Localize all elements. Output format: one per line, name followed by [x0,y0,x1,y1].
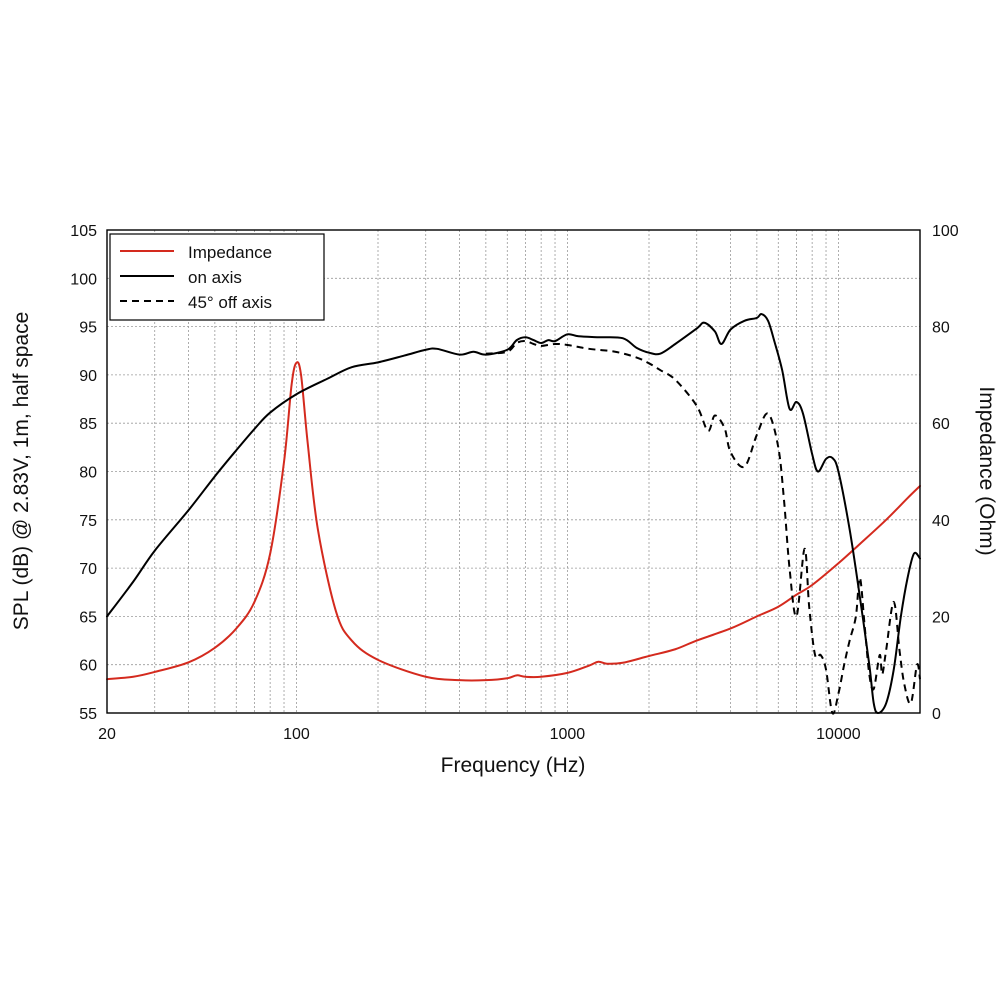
y-right-tick-label: 20 [932,609,950,626]
y-right-tick-label: 0 [932,706,941,723]
x-tick-label: 100 [283,726,310,743]
y-left-tick-label: 100 [70,271,97,288]
x-tick-label: 20 [98,726,116,743]
y-left-tick-label: 90 [79,368,97,385]
x-axis-label: Frequency (Hz) [441,754,586,777]
y-left-tick-label: 85 [79,416,97,433]
y-left-tick-label: 65 [79,609,97,626]
y-left-tick-label: 95 [79,320,97,337]
y-right-tick-label: 40 [932,513,950,530]
legend-label-on-axis: on axis [188,268,242,287]
series-line-impedance [106,361,921,682]
y-left-tick-label: 105 [70,223,97,240]
legend-label-impedance: Impedance [188,243,272,262]
y-axis-label-right: Impedance (Ohm) [975,386,998,555]
y-left-tick-label: 60 [79,658,97,675]
y-axis-label-left: SPL (dB) @ 2.83V, 1m, half space [10,312,33,631]
y-left-tick-label: 70 [79,561,97,578]
y-right-tick-label: 80 [932,320,950,337]
y-left-tick-label: 75 [79,513,97,530]
series-line-off-axis [485,340,921,715]
tick-labels: 55 60 65 70 75 80 85 90 95 100 105 0 20 40 60 80 100 20 10… [70,223,959,743]
y-right-tick-label: 60 [932,416,950,433]
legend-label-off-axis: 45° off axis [188,293,272,312]
x-tick-label: 1000 [550,726,586,743]
y-left-tick-label: 80 [79,465,97,482]
y-right-tick-label: 100 [932,223,959,240]
series-group [106,313,921,715]
y-left-tick-label: 55 [79,706,97,723]
plot-frame [106,229,921,714]
grid [107,230,920,713]
x-tick-label: 10000 [816,726,861,743]
legend: Impedance on axis 45° off axis [109,233,325,321]
series-line-on-axis [106,313,921,714]
